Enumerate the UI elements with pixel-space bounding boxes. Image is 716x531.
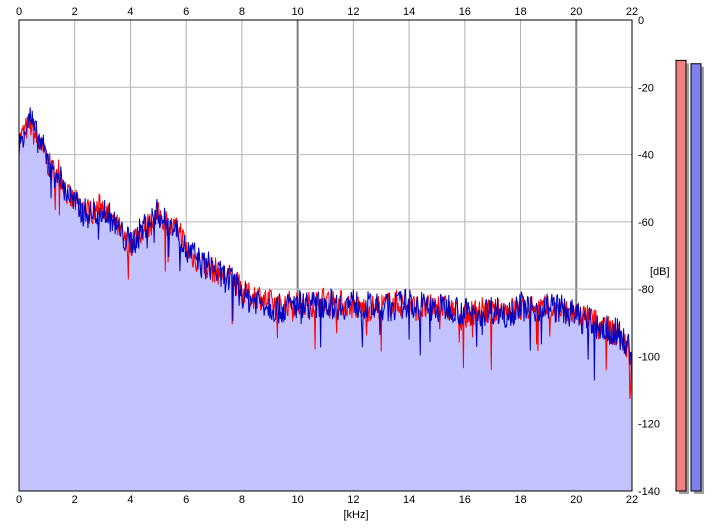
x-tick-label-bottom: 22: [626, 494, 638, 506]
level-meter-bar: [675, 59, 687, 492]
y-tick-label: -100: [638, 351, 660, 363]
x-axis-top-ticks: 0 2 4 6 8 10 12 14 16 18 20 22: [16, 6, 638, 18]
y-tick-label: -20: [638, 82, 654, 94]
x-tick-label-top: 18: [514, 6, 526, 18]
x-tick-label-top: 0: [16, 6, 22, 18]
plot-border: [18, 19, 633, 492]
x-tick-label-bottom: 20: [570, 494, 582, 506]
x-tick-label-bottom: 6: [183, 494, 189, 506]
x-tick-label-top: 8: [239, 6, 245, 18]
x-axis-bottom-ticks: 0 2 4 6 8 10 12 14 16 18 20 22: [16, 494, 638, 506]
x-tick-label-bottom: 0: [16, 494, 22, 506]
series-layer: [18, 107, 633, 400]
x-tick-label-top: 20: [570, 6, 582, 18]
x-axis-label: [kHz]: [343, 509, 368, 521]
x-tick-label-bottom: 18: [514, 494, 526, 506]
x-tick-label-bottom: 2: [72, 494, 78, 506]
x-tick-label-bottom: 12: [347, 494, 359, 506]
x-tick-label-top: 12: [347, 6, 359, 18]
y-axis-ticks: 0 -20 -40 -60 -80 -100 -120 -140: [638, 15, 660, 498]
x-tick-label-top: 2: [72, 6, 78, 18]
y-axis-label: [dB]: [650, 266, 670, 278]
series-line-2: [18, 107, 633, 381]
level-meter-bar: [690, 63, 702, 492]
x-tick-label-bottom: 16: [459, 494, 471, 506]
x-tick-label-top: 16: [459, 6, 471, 18]
x-tick-label-bottom: 4: [127, 494, 133, 506]
x-tick-label-top: 22: [626, 6, 638, 18]
x-tick-label-top: 14: [403, 6, 415, 18]
x-tick-label-top: 4: [127, 6, 133, 18]
y-tick-label: 0: [638, 15, 644, 27]
y-tick-label: -60: [638, 217, 654, 229]
x-tick-label-top: 10: [292, 6, 304, 18]
y-tick-label: -140: [638, 486, 660, 498]
x-tick-label-top: 6: [183, 6, 189, 18]
x-tick-label-bottom: 10: [292, 494, 304, 506]
level-meters: [675, 59, 704, 494]
x-tick-label-bottom: 8: [239, 494, 245, 506]
spectrum-fill-area: [19, 107, 632, 491]
y-tick-label: -80: [638, 284, 654, 296]
y-tick-label: -40: [638, 150, 654, 162]
x-tick-label-bottom: 14: [403, 494, 415, 506]
y-tick-label: -120: [638, 419, 660, 431]
